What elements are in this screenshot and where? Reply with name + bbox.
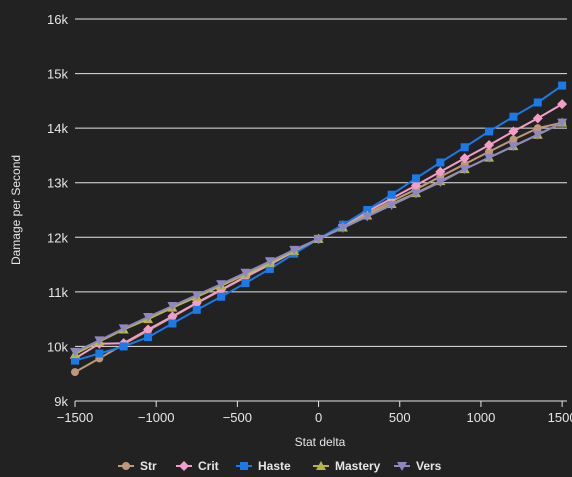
crit-point: [508, 126, 519, 137]
crit-point: [435, 166, 446, 177]
vers-point: [70, 347, 80, 357]
str-point: [533, 124, 542, 133]
y-tick-label: 12k: [47, 230, 68, 245]
vers-point: [557, 118, 568, 128]
vers-point: [191, 291, 202, 301]
vers-point: [386, 201, 397, 211]
legend-label: Crit: [198, 459, 219, 473]
haste-point: [217, 292, 226, 301]
haste-point: [71, 356, 79, 365]
haste-point: [363, 206, 372, 214]
crit-point: [459, 153, 470, 164]
vers-point: [240, 268, 251, 278]
y-tick-label: 15k: [47, 67, 68, 82]
legend-mastery-marker: [316, 461, 326, 470]
x-tick-label: 1000: [466, 410, 495, 425]
legend-label: Haste: [258, 459, 291, 473]
haste-point: [119, 342, 128, 351]
x-tick-label: 0: [315, 410, 322, 425]
haste-point: [436, 158, 445, 167]
y-tick-label: 9k: [54, 394, 68, 409]
vers-point: [410, 189, 421, 199]
crit-point: [410, 180, 421, 191]
series-layer: [70, 81, 568, 377]
y-axis: 9k 10k 11k 12k 13k 14k 15k 16k: [47, 12, 68, 409]
y-tick-label: 14k: [47, 121, 68, 136]
x-tick-label: −1500: [57, 410, 94, 425]
x-tick-label: −500: [223, 410, 252, 425]
series-crit: [70, 99, 568, 364]
vers-point: [337, 224, 348, 234]
haste-point: [168, 319, 177, 328]
grid-lines: [75, 18, 567, 402]
vers-point: [118, 324, 129, 334]
haste-point: [485, 127, 494, 136]
vers-point: [532, 130, 543, 140]
y-tick-label: 10k: [47, 339, 68, 354]
crit-point: [484, 140, 495, 151]
haste-point: [192, 305, 201, 314]
legend-str-marker: [122, 462, 130, 470]
legend-label: Mastery: [335, 459, 381, 473]
crit-point: [143, 324, 154, 335]
haste-point: [95, 349, 104, 358]
vers-point: [167, 302, 178, 312]
vers-point: [459, 165, 470, 175]
vers-point: [508, 142, 519, 152]
x-axis-title: Stat delta: [295, 435, 346, 449]
series-vers: [70, 118, 568, 357]
legend-crit-marker: [179, 461, 189, 471]
legend: Str Crit Haste Mastery Vers: [118, 459, 442, 473]
x-axis: −1500 −1000 −500 0 500 1000 1500: [57, 400, 572, 425]
vers-point: [362, 212, 373, 222]
x-tick-label: −1000: [138, 410, 175, 425]
str-point: [485, 147, 494, 156]
vers-point: [289, 245, 300, 255]
legend-label: Str: [140, 459, 157, 473]
vers-point: [484, 153, 495, 163]
haste-point: [558, 81, 567, 90]
y-tick-label: 11k: [48, 285, 68, 300]
vers-point: [264, 257, 275, 267]
haste-point: [144, 333, 153, 342]
x-tick-label: 1500: [548, 410, 572, 425]
legend-item-haste: Haste: [236, 459, 291, 473]
haste-point: [411, 174, 420, 183]
haste-point: [460, 143, 469, 152]
x-tick-label: 500: [389, 410, 411, 425]
haste-point: [265, 264, 274, 273]
str-point: [509, 135, 518, 144]
str-point: [71, 368, 79, 377]
legend-item-vers: Vers: [394, 459, 442, 473]
vers-point: [94, 336, 105, 346]
crit-point: [557, 99, 568, 110]
haste-point: [533, 98, 542, 107]
haste-point: [241, 279, 250, 288]
vers-point: [143, 312, 154, 322]
y-tick-label: 13k: [47, 176, 68, 191]
vers-point: [435, 178, 446, 188]
legend-vers-marker: [397, 462, 407, 471]
crit-point: [532, 113, 543, 124]
y-tick-label: 16k: [47, 12, 68, 27]
y-axis-title: Damage per Second: [9, 155, 23, 265]
haste-point: [509, 112, 518, 121]
legend-item-mastery: Mastery: [313, 459, 381, 473]
vers-point: [216, 280, 227, 290]
legend-haste-marker: [240, 462, 248, 470]
haste-point: [387, 190, 396, 199]
legend-label: Vers: [416, 459, 442, 473]
vers-point: [313, 234, 324, 244]
legend-item-crit: Crit: [176, 459, 219, 473]
crit-point: [167, 311, 178, 322]
legend-item-str: Str: [118, 459, 157, 473]
